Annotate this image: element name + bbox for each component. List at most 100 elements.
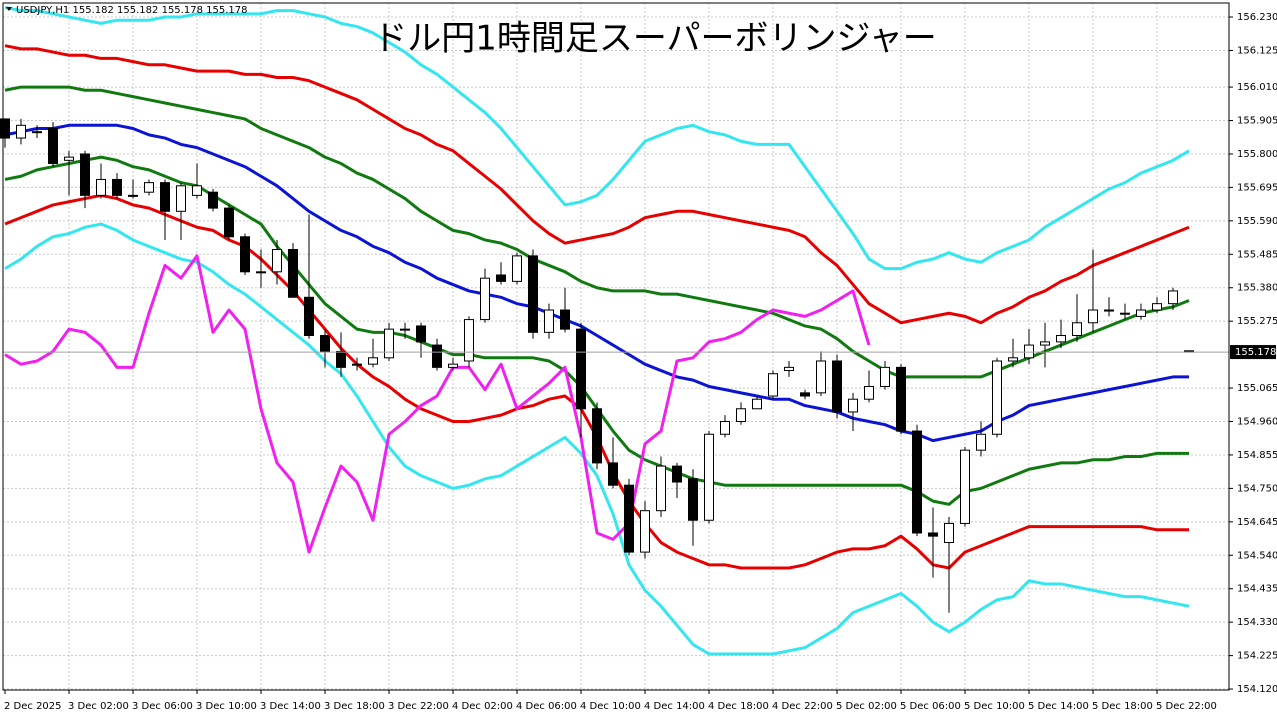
x-tick-label: 5 Dec 02:00 — [836, 701, 897, 712]
candle-body — [112, 178, 122, 196]
candle-body — [496, 274, 506, 282]
candle-body — [944, 522, 954, 544]
y-tick-label: 156.230 — [1237, 12, 1277, 23]
candle-body — [464, 319, 474, 362]
candle-body — [320, 335, 330, 352]
x-tick-label: 2 Dec 2025 — [4, 701, 62, 712]
y-tick-label: 155.485 — [1237, 249, 1277, 260]
x-tick-label: 3 Dec 18:00 — [324, 701, 385, 712]
y-tick-label: 155.695 — [1237, 182, 1277, 193]
candle-body — [976, 433, 986, 451]
x-tick-label: 4 Dec 10:00 — [580, 701, 641, 712]
x-tick-label: 5 Dec 18:00 — [1092, 701, 1153, 712]
candle-body — [0, 118, 10, 139]
candle-body — [32, 131, 42, 134]
candle-body — [1056, 335, 1066, 343]
y-tick-label: 154.645 — [1237, 517, 1277, 528]
candle-body — [896, 366, 906, 432]
candle-body — [704, 433, 714, 521]
candle-body — [528, 255, 538, 333]
y-tick-label: 156.125 — [1237, 45, 1277, 56]
candle-body — [144, 182, 154, 193]
candle-body — [992, 360, 1002, 435]
x-tick-label: 4 Dec 02:00 — [452, 701, 513, 712]
candle-body — [208, 191, 218, 209]
candle-body — [752, 398, 762, 410]
candle-body — [48, 127, 58, 165]
candle-body — [304, 296, 314, 337]
ohlc-low: 155.178 — [162, 5, 203, 16]
candle-body — [768, 373, 778, 397]
price-label: 155.178 — [1235, 347, 1276, 358]
candle-body — [96, 178, 106, 196]
plot-frame — [2, 2, 1230, 691]
y-tick-label: 154.435 — [1237, 584, 1277, 595]
candle-body — [736, 408, 746, 423]
candle-body — [1024, 344, 1034, 359]
candle-body — [512, 255, 522, 282]
y-tick-label: 155.905 — [1237, 116, 1277, 127]
y-tick-label: 156.010 — [1237, 82, 1277, 93]
candle-body — [784, 366, 794, 372]
x-tick-label: 4 Dec 18:00 — [708, 701, 769, 712]
candle-body — [560, 309, 570, 330]
candle-body — [416, 325, 426, 343]
candle-body — [368, 357, 378, 365]
price-label-bg — [1230, 345, 1276, 360]
symbol: USDJPY,H1 — [16, 5, 69, 16]
candle-body — [688, 478, 698, 521]
band-line — [4, 254, 871, 554]
ohlc-high: 155.182 — [117, 5, 158, 16]
band-line — [4, 5, 1190, 271]
band-line — [4, 222, 1190, 656]
x-tick-label: 5 Dec 10:00 — [964, 701, 1025, 712]
y-tick-label: 154.225 — [1237, 651, 1277, 662]
y-tick-label: 154.120 — [1237, 684, 1277, 695]
y-tick-label: 155.275 — [1237, 316, 1277, 327]
candle-body — [288, 249, 298, 298]
x-tick-label: 5 Dec 22:00 — [1156, 701, 1217, 712]
candle-body — [80, 153, 90, 196]
candle-body — [672, 465, 682, 483]
x-tick-label: 4 Dec 06:00 — [516, 701, 577, 712]
candle-body — [592, 408, 602, 464]
x-tick-label: 3 Dec 10:00 — [196, 701, 257, 712]
candle-body — [1136, 309, 1146, 317]
candle-body — [1152, 303, 1162, 311]
y-tick-label: 154.750 — [1237, 483, 1277, 494]
candle-body — [1120, 312, 1130, 315]
candle-body — [880, 366, 890, 387]
y-tick-label: 155.800 — [1237, 149, 1277, 160]
candle-body — [400, 328, 410, 331]
candle-body — [848, 398, 858, 413]
candle-body — [720, 421, 730, 435]
candle-body — [608, 462, 618, 486]
ohlc-open: 155.182 — [72, 5, 113, 16]
candle-body — [960, 449, 970, 524]
candle-body — [864, 385, 874, 400]
candle-body — [256, 271, 266, 274]
candle-body — [16, 124, 26, 139]
marks — [0, 5, 1229, 656]
candle-body — [624, 484, 634, 553]
y-tick-label: 154.855 — [1237, 450, 1277, 461]
x-tick-label: 3 Dec 14:00 — [260, 701, 321, 712]
candle-body — [352, 363, 362, 366]
candle-body — [432, 344, 442, 368]
candle-body — [1168, 290, 1178, 305]
candle-body — [832, 360, 842, 413]
y-tick-label: 155.380 — [1237, 283, 1277, 294]
candle-body — [176, 185, 186, 212]
candle-body — [912, 430, 922, 534]
x-tick-label: 4 Dec 22:00 — [772, 701, 833, 712]
band-line — [4, 85, 1190, 379]
ohlc-close: 155.178 — [206, 5, 247, 16]
candle-body — [64, 156, 74, 161]
candle-body — [160, 182, 170, 212]
candle-body — [1072, 322, 1082, 337]
candle-body — [448, 363, 458, 368]
candle-body — [544, 309, 554, 333]
candle-body — [128, 194, 138, 197]
